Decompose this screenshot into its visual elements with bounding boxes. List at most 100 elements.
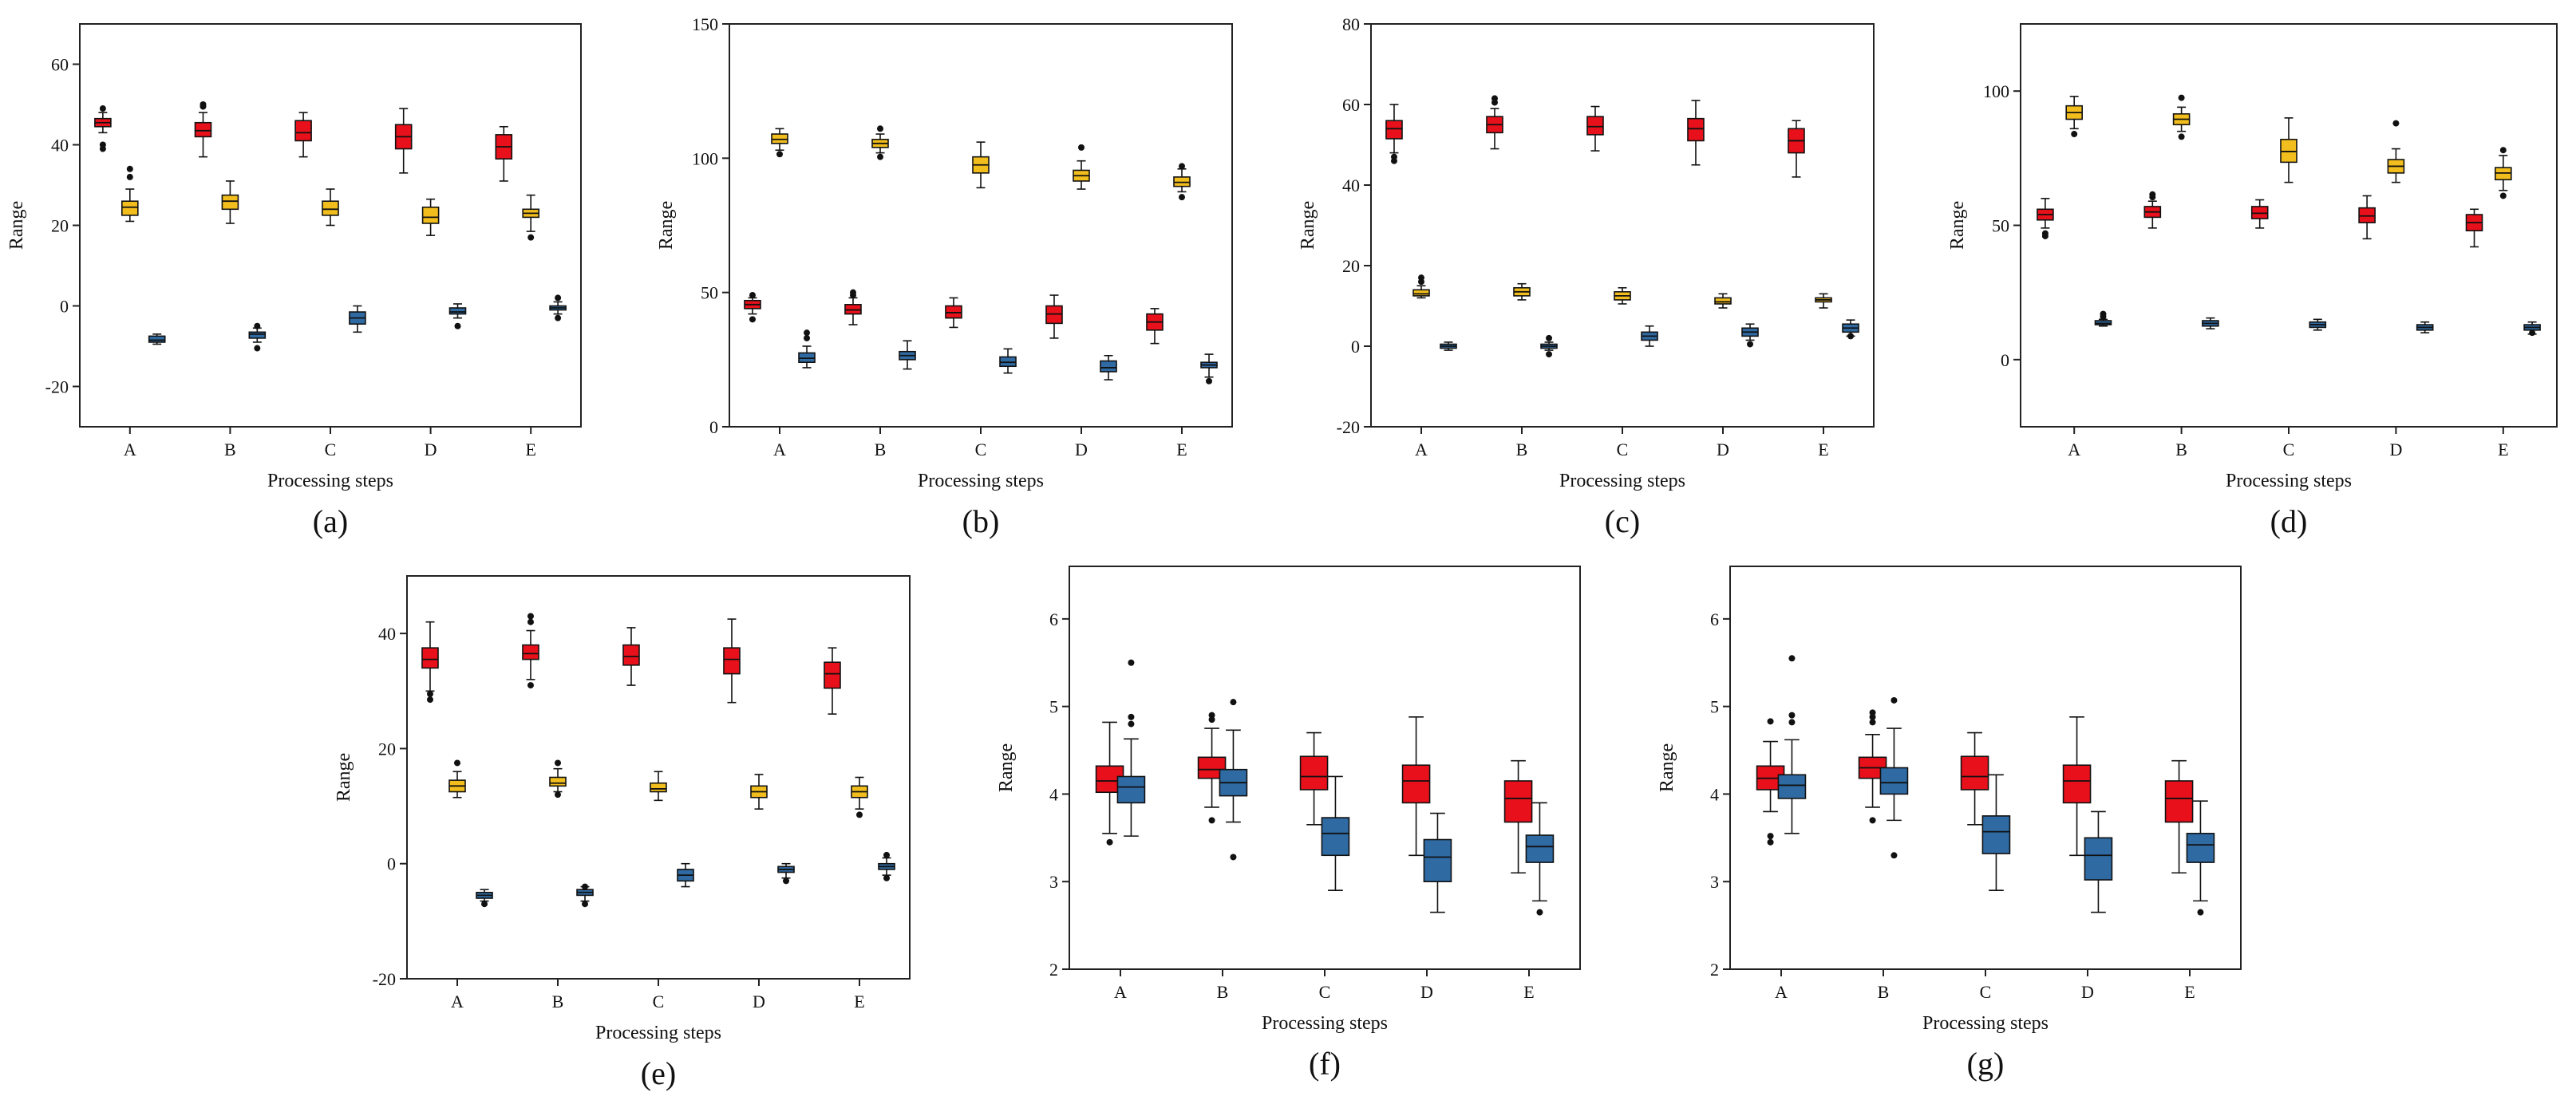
panel-label: (a) bbox=[313, 503, 348, 539]
y-tick-label: 80 bbox=[1342, 14, 1360, 34]
outlier-point bbox=[2178, 133, 2185, 140]
y-tick-label: 3 bbox=[1049, 872, 1058, 892]
outlier-point bbox=[426, 696, 433, 704]
box-red-A bbox=[1385, 104, 1403, 164]
x-axis-title: Processing steps bbox=[1922, 1013, 2049, 1034]
box-blue-B bbox=[1540, 334, 1558, 358]
outlier-point bbox=[1869, 713, 1876, 720]
x-tick-label: A bbox=[1415, 440, 1428, 459]
box-yellow-B bbox=[1513, 282, 1531, 301]
x-tick-label: C bbox=[653, 992, 665, 1011]
box-iqr bbox=[1116, 775, 1146, 804]
box-red-A bbox=[94, 105, 112, 152]
outlier-point bbox=[2071, 131, 2078, 138]
outlier-point bbox=[454, 322, 461, 329]
box-red-A bbox=[421, 621, 439, 704]
outlier-point bbox=[1208, 817, 1215, 824]
outlier-point bbox=[2041, 232, 2049, 239]
box-iqr bbox=[1321, 817, 1350, 857]
box-iqr bbox=[2164, 780, 2194, 823]
plot-frame bbox=[1370, 23, 1875, 428]
x-tick-label: C bbox=[2283, 440, 2295, 459]
outlier-point bbox=[2149, 191, 2156, 198]
outlier-point bbox=[555, 314, 562, 321]
box-blue-A bbox=[2094, 310, 2112, 327]
x-tick-label: A bbox=[451, 992, 464, 1011]
box-blue-A bbox=[798, 329, 816, 369]
box-red-E bbox=[495, 125, 513, 182]
outlier-point bbox=[804, 329, 811, 337]
box-blue-A bbox=[1440, 341, 1457, 351]
box-blue-C bbox=[999, 348, 1017, 374]
box-yellow-D bbox=[1714, 293, 1732, 309]
x-tick-label: D bbox=[753, 992, 765, 1011]
outlier-point bbox=[2499, 192, 2507, 199]
box-blue-B bbox=[576, 883, 594, 908]
x-tick-label: E bbox=[2184, 982, 2195, 1002]
chart-panel-a: -20 0 20 40 60 A B C D E Processing steps Range (a) bbox=[6, 23, 582, 539]
box-iqr bbox=[1299, 755, 1329, 791]
outlier-point bbox=[776, 151, 783, 158]
box-blue-A bbox=[1777, 655, 1807, 834]
x-tick-label: C bbox=[1980, 982, 1992, 1002]
box-yellow-C bbox=[972, 141, 990, 189]
box-blue-C bbox=[2309, 318, 2327, 331]
box-yellow-A bbox=[448, 759, 466, 798]
box-red-B bbox=[1197, 712, 1227, 824]
x-tick-label: A bbox=[124, 440, 136, 459]
box-iqr bbox=[194, 121, 212, 138]
box-red-B bbox=[1486, 95, 1503, 150]
box-iqr bbox=[1385, 120, 1403, 140]
box-iqr bbox=[294, 120, 312, 142]
x-tick-label: D bbox=[2389, 440, 2402, 459]
outlier-point bbox=[1230, 854, 1237, 861]
box-blue-E bbox=[2523, 321, 2541, 337]
x-tick-label: E bbox=[854, 992, 864, 1011]
box-red-D bbox=[2062, 716, 2092, 857]
box-yellow-A bbox=[2065, 96, 2083, 138]
x-tick-label: C bbox=[975, 440, 987, 459]
box-iqr bbox=[248, 331, 267, 339]
x-tick-label: C bbox=[1319, 982, 1331, 1002]
outlier-point bbox=[254, 345, 261, 352]
box-yellow-D bbox=[1073, 144, 1090, 190]
outlier-point bbox=[1230, 699, 1237, 706]
y-tick-label: 60 bbox=[51, 55, 69, 75]
outlier-point bbox=[454, 759, 460, 767]
box-blue-E bbox=[1525, 802, 1555, 916]
box-blue-D bbox=[2084, 810, 2113, 913]
x-tick-label: E bbox=[525, 440, 535, 459]
outlier-point bbox=[555, 759, 561, 767]
box-yellow-E bbox=[522, 194, 540, 241]
y-tick-label: 40 bbox=[378, 624, 396, 644]
y-tick-label: 0 bbox=[387, 854, 396, 874]
x-axis-title: Processing steps bbox=[1559, 471, 1685, 491]
box-iqr bbox=[650, 782, 667, 793]
box-blue-D bbox=[1100, 354, 1117, 380]
y-tick-label: -20 bbox=[1337, 417, 1360, 437]
box-iqr bbox=[221, 194, 239, 211]
box-red-D bbox=[723, 618, 741, 704]
chart-panel-d: 0 50 100 A B C D E Processing steps Range (d) bbox=[1947, 23, 2558, 539]
box-red-D bbox=[1045, 294, 1063, 339]
y-tick-label: 0 bbox=[2001, 350, 2009, 370]
outlier-point bbox=[555, 294, 562, 302]
panel-label: (e) bbox=[641, 1055, 676, 1091]
x-axis-title: Processing steps bbox=[918, 471, 1044, 491]
box-red-B bbox=[522, 613, 539, 689]
y-axis-title: Range bbox=[996, 743, 1017, 792]
box-yellow-C bbox=[650, 771, 667, 802]
outlier-point bbox=[99, 105, 106, 112]
y-tick-label: 150 bbox=[692, 14, 718, 34]
y-tick-label: 60 bbox=[1342, 95, 1360, 115]
outlier-point bbox=[481, 901, 488, 908]
box-red-C bbox=[622, 627, 640, 686]
y-axis-title: Range bbox=[656, 201, 677, 250]
outlier-point bbox=[254, 322, 261, 329]
box-blue-C bbox=[677, 862, 694, 888]
box-blue-E bbox=[878, 851, 895, 881]
plot-frame bbox=[729, 23, 1233, 428]
box-blue-A bbox=[476, 889, 493, 908]
box-red-C bbox=[1299, 731, 1329, 826]
y-axis-title: Range bbox=[334, 753, 354, 802]
